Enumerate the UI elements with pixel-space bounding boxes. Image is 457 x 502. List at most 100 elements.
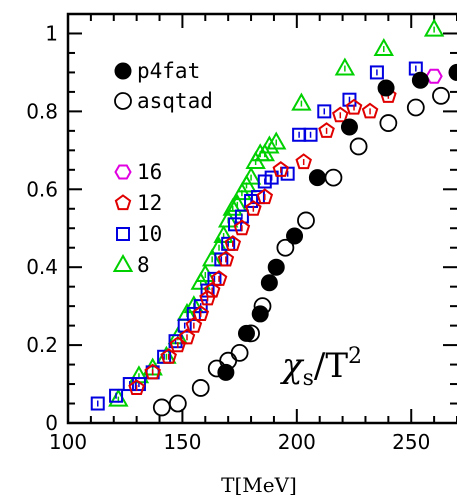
data-point [109, 388, 124, 403]
data-point [122, 377, 137, 392]
data-point [233, 219, 251, 236]
legend-label-16: 16 [137, 160, 162, 184]
x-tick-label: 150 [163, 430, 201, 454]
data-point [245, 200, 262, 216]
y-tick-label: 0.8 [26, 99, 58, 123]
legend-marker-16 [114, 164, 132, 180]
data-point [160, 348, 177, 364]
data-point [250, 190, 265, 205]
data-point [264, 170, 279, 185]
x-tick-label: 100 [49, 430, 87, 454]
series-p4fat [217, 63, 457, 381]
y-tick-label: 0.2 [26, 333, 58, 357]
data-point [272, 161, 290, 177]
data-point [256, 188, 274, 205]
legend-label-8: 8 [137, 253, 150, 277]
data-point [276, 238, 295, 257]
chi-symbol: χ [280, 346, 305, 386]
data-point [324, 168, 343, 187]
data-point [377, 79, 395, 97]
data-point [291, 92, 312, 111]
tick-labels: 100 150 200 250 0 0.2 0.4 0.6 0.8 1 [26, 21, 430, 454]
legend-marker-8 [112, 253, 134, 272]
data-point [259, 135, 280, 154]
svg-text:χs/T2: χs/T2 [280, 344, 362, 391]
data-point [345, 98, 363, 115]
data-point [379, 114, 398, 132]
data-point [266, 131, 287, 150]
legend-marker-12 [114, 194, 132, 211]
data-point [332, 106, 349, 123]
data-point [237, 324, 255, 342]
data-point [191, 379, 210, 397]
legend-marker-10 [116, 227, 130, 241]
y-tick-label: 0.6 [26, 177, 58, 201]
x-axis-label: T[MeV] [221, 473, 297, 497]
data-point [168, 394, 187, 413]
data-point [90, 396, 105, 411]
legend: p4fat asqtad 16 12 10 8 [112, 59, 213, 277]
x-tick-label: 200 [278, 430, 316, 454]
data-point [128, 379, 145, 395]
data-point [178, 328, 196, 345]
data-point [217, 250, 235, 267]
legend-marker-p4fat [114, 62, 132, 80]
y-tick-label: 1 [45, 21, 58, 45]
data-point [234, 209, 249, 224]
series-8 [108, 18, 445, 407]
data-point [199, 289, 216, 306]
data-point [192, 305, 210, 321]
plot-border [66, 12, 457, 425]
data-point [213, 225, 234, 244]
data-point [240, 166, 262, 185]
data-point [342, 92, 357, 107]
data-point [230, 343, 249, 362]
data-point [373, 38, 394, 57]
legend-label-asqtad: asqtad [137, 89, 213, 113]
data-point [169, 336, 187, 353]
plot-frame [66, 12, 457, 425]
data-series [90, 18, 457, 417]
chi-slash-t: /T [314, 346, 348, 386]
data-point [308, 169, 326, 187]
data-point [406, 98, 425, 117]
y-tick-label: 0 [45, 411, 58, 435]
data-point [201, 248, 223, 267]
data-point [295, 153, 312, 170]
data-point [340, 118, 358, 136]
series-12 [128, 87, 397, 395]
data-point [286, 227, 304, 245]
data-point [303, 127, 318, 142]
data-point [224, 235, 242, 251]
data-point [185, 316, 203, 333]
legend-label-p4fat: p4fat [137, 59, 200, 83]
data-point [260, 274, 278, 292]
y-tick-label: 0.4 [26, 255, 58, 279]
x-tick-label: 250 [392, 430, 430, 454]
legend-marker-asqtad [114, 92, 132, 110]
data-point [432, 86, 450, 105]
data-point [152, 398, 171, 417]
data-point [251, 305, 269, 323]
data-point [411, 71, 429, 89]
data-point [318, 122, 335, 138]
data-point [144, 363, 161, 380]
data-point [210, 270, 228, 286]
data-point [317, 104, 332, 119]
legend-label-12: 12 [137, 191, 162, 215]
data-point [203, 281, 221, 298]
data-point [349, 137, 368, 156]
data-point [297, 211, 315, 230]
axis-ticks [67, 14, 457, 424]
data-point [217, 363, 235, 381]
data-point [361, 102, 379, 119]
data-point [448, 63, 457, 81]
chi-superscript: 2 [348, 344, 362, 369]
chi-subscript: s [303, 366, 314, 391]
legend-label-10: 10 [137, 222, 162, 246]
data-point [369, 65, 384, 80]
data-point [423, 18, 445, 37]
chi-annotation: χs/T2 [280, 344, 362, 391]
data-point [267, 258, 285, 276]
